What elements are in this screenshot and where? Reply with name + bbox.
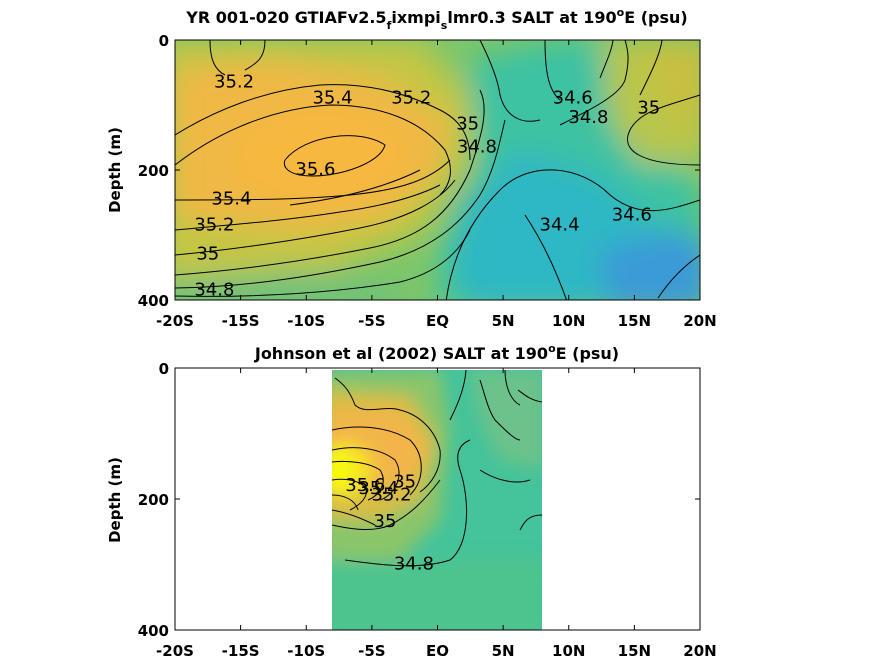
bottom-x-tick-label: -20S xyxy=(156,642,194,656)
top-y-axis: 0 200 400 xyxy=(138,32,700,310)
top-x-tick-label: 5N xyxy=(492,312,515,330)
bottom-x-tick-label: -15S xyxy=(222,642,260,656)
bottom-y-tick-label: 0 xyxy=(159,360,169,378)
top-contour-label: 35.2 xyxy=(194,214,234,235)
top-contour-label: 35.4 xyxy=(312,88,352,109)
bottom-contour-label: 35.6 xyxy=(345,475,385,496)
top-contour-label: 35 xyxy=(637,97,660,118)
top-x-tick-label: -15S xyxy=(222,312,260,330)
bottom-contour-label: 34.8 xyxy=(394,554,434,575)
top-x-axis: -20S -15S -10S -5S EQ 5N 10N 15N 20N xyxy=(156,40,717,330)
top-x-tick-label: 15N xyxy=(618,312,651,330)
bottom-contour-label: 35 xyxy=(393,472,416,493)
bottom-x-tick-label: EQ xyxy=(426,642,449,656)
bottom-contour-label: 35 xyxy=(374,511,397,532)
bottom-x-tick-label: 5N xyxy=(492,642,515,656)
top-y-tick-label: 200 xyxy=(138,162,169,180)
top-contour-label: 34.4 xyxy=(540,214,580,235)
top-contour-label: 35.2 xyxy=(391,88,431,109)
bottom-y-axis: 0 200 400 xyxy=(138,360,700,640)
top-title: YR 001-020 GTIAFv2.5fixmpislmr0.3 SALT a… xyxy=(185,6,687,32)
top-x-tick-label: 20N xyxy=(683,312,716,330)
bottom-panel: Johnson et al (2002) SALT at 190oE (psu) xyxy=(106,342,717,656)
top-panel: YR 001-020 GTIAFv2.5fixmpislmr0.3 SALT a… xyxy=(106,6,717,330)
top-x-tick-label: -20S xyxy=(156,312,194,330)
bottom-x-tick-label: 20N xyxy=(683,642,716,656)
top-contour-label: 35 xyxy=(196,244,219,265)
bottom-x-tick-label: -10S xyxy=(287,642,325,656)
bottom-y-axis-label: Depth (m) xyxy=(106,457,124,543)
top-contour-label: 35.2 xyxy=(214,71,254,92)
bottom-y-tick-label: 400 xyxy=(138,622,169,640)
bottom-contour-label: 35.2 xyxy=(372,485,412,506)
bottom-x-tick-label: -5S xyxy=(358,642,385,656)
top-contour-label: 35.4 xyxy=(211,188,251,209)
top-contour-label: 35 xyxy=(456,114,479,135)
top-contour-label: 34.6 xyxy=(553,88,593,109)
top-x-tick-label: -5S xyxy=(358,312,385,330)
top-contour-label: 34.6 xyxy=(612,205,652,226)
bottom-x-tick-label: 15N xyxy=(618,642,651,656)
top-contours xyxy=(175,40,700,300)
top-y-tick-label: 0 xyxy=(159,32,169,50)
top-y-tick-label: 400 xyxy=(138,292,169,310)
top-contour-label: 34.8 xyxy=(457,136,497,157)
top-x-tick-label: -10S xyxy=(287,312,325,330)
top-salinity-field: 35.235.4 35.23534.835.635.435.23534.834.6… xyxy=(175,40,700,300)
top-x-tick-label: 10N xyxy=(552,312,585,330)
top-x-tick-label: EQ xyxy=(426,312,449,330)
top-contour-labels: 35.235.4 35.23534.835.635.435.23534.834.6… xyxy=(194,71,660,300)
top-contour-label: 34.8 xyxy=(568,107,608,128)
bottom-contour-label: 35.4 xyxy=(358,478,398,499)
bottom-x-tick-label: 10N xyxy=(552,642,585,656)
bottom-x-axis: -20S -15S -10S -5S EQ 5N 10N 15N 20N xyxy=(156,368,717,656)
top-contour-label: 35.6 xyxy=(295,159,335,180)
bottom-contours xyxy=(332,370,542,567)
bottom-title: Johnson et al (2002) SALT at 190oE (psu) xyxy=(254,342,619,363)
top-y-axis-label: Depth (m) xyxy=(106,127,124,213)
top-contour-label: 34.8 xyxy=(194,279,234,300)
bottom-y-tick-label: 200 xyxy=(138,491,169,509)
